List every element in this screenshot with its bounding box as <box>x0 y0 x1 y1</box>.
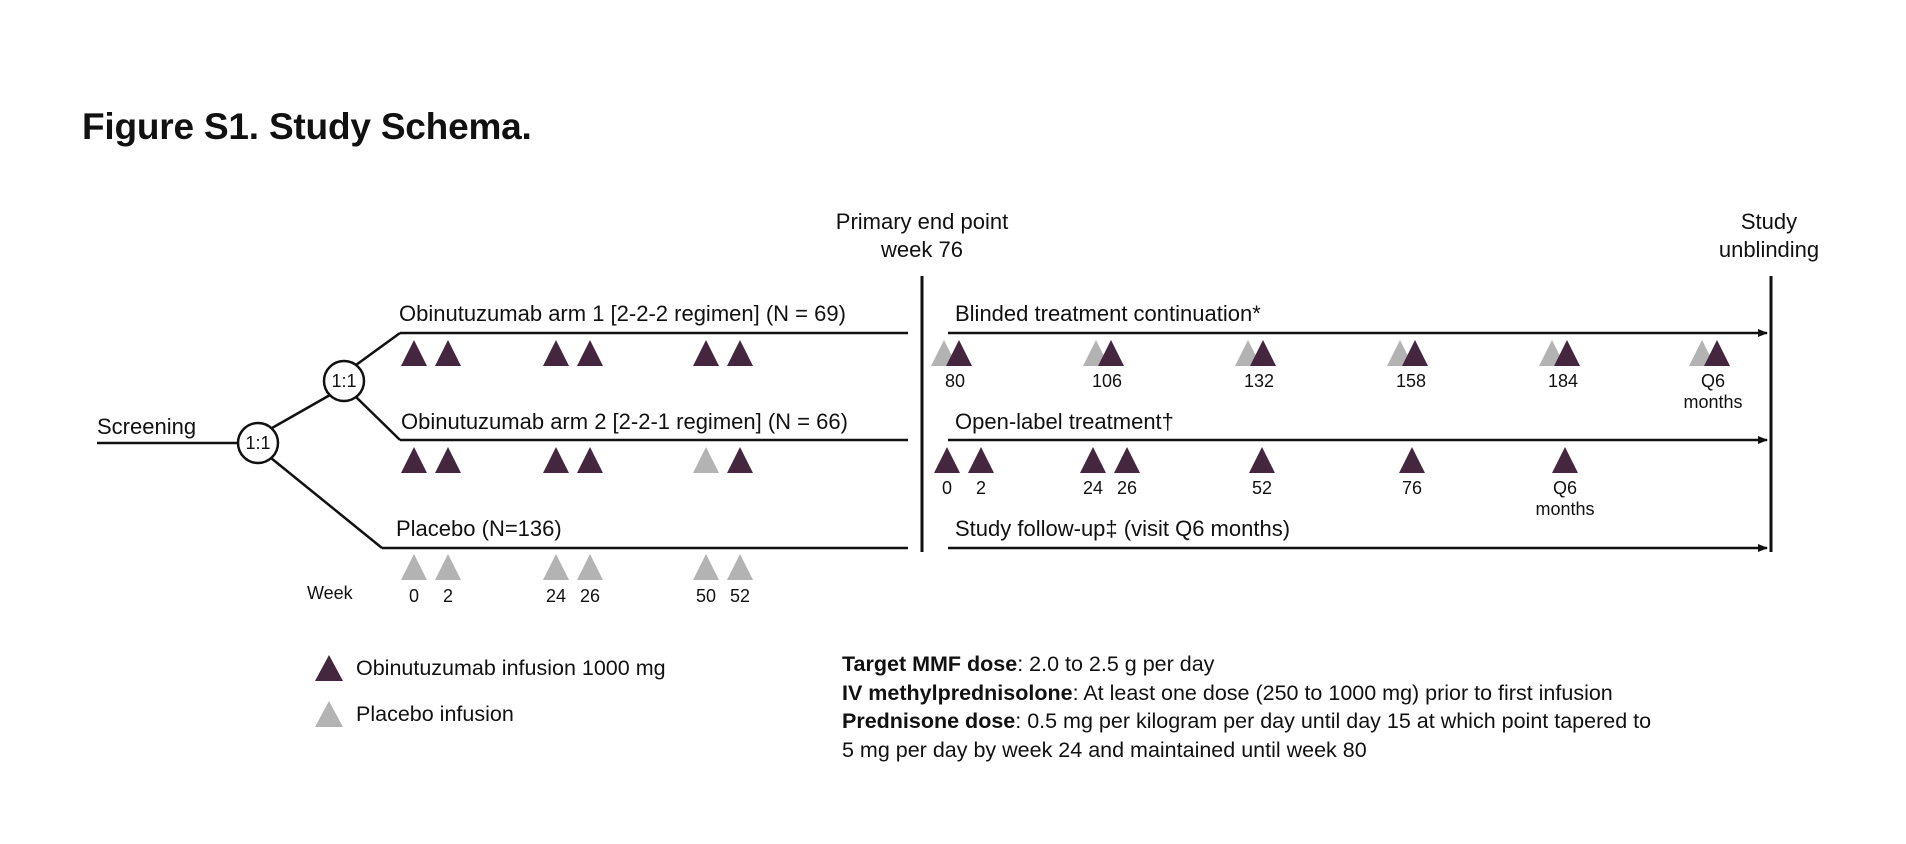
note-mmf-text: : 2.0 to 2.5 g per day <box>1017 652 1215 676</box>
visit-week-label: 106 <box>1092 371 1122 391</box>
obinutuzumab-triangle-icon <box>315 655 343 681</box>
legend: Obinutuzumab infusion 1000 mg Placebo in… <box>314 652 666 744</box>
visit-week-label: Q6 <box>1701 371 1725 391</box>
note-prednisone: Prednisone dose: 0.5 mg per kilogram per… <box>842 707 1651 736</box>
placebo-triangle-shape <box>315 701 343 727</box>
obinutuzumab-infusion-marker <box>1552 447 1578 473</box>
week-tick-label: 24 <box>546 586 566 606</box>
infusion-marker <box>543 554 569 580</box>
note-prednisone-cont-text: 5 mg per day by week 24 and maintained u… <box>842 737 1367 762</box>
visit-week-label: 24 <box>1083 478 1103 498</box>
arm1-label: Obinutuzumab arm 1 [2-2-2 regimen] (N = … <box>399 301 846 326</box>
week-tick-label: 26 <box>580 586 600 606</box>
obinutuzumab-infusion-marker <box>968 447 994 473</box>
primary-endpoint-label-line1: Primary end point <box>836 209 1008 234</box>
infusion-marker <box>693 554 719 580</box>
infusion-marker <box>727 340 753 366</box>
note-prednisone-bold: Prednisone dose <box>842 709 1016 733</box>
unblinding-label-line1: Study <box>1741 209 1797 234</box>
branch-placebo <box>270 457 383 549</box>
visit-week-label: Q6 <box>1553 478 1577 498</box>
visit-week-label: 2 <box>976 478 986 498</box>
infusion-marker <box>435 554 461 580</box>
randomization-ratio-1: 1:1 <box>245 433 270 453</box>
follow-up-label: Study follow-up‡ (visit Q6 months) <box>955 516 1290 541</box>
infusion-marker <box>693 340 719 366</box>
infusion-marker <box>401 447 427 473</box>
primary-endpoint-label-line2: week 76 <box>880 237 963 262</box>
infusion-marker <box>543 340 569 366</box>
visit-week-label-unit: months <box>1535 499 1594 519</box>
obinutuzumab-infusion-marker <box>934 447 960 473</box>
infusion-marker <box>435 447 461 473</box>
branch-arm2 <box>355 396 401 441</box>
note-prednisone-text: : 0.5 mg per kilogram per day until day … <box>1015 709 1652 733</box>
visit-week-label: 26 <box>1117 478 1137 498</box>
obinutuzumab-triangle-shape <box>315 655 343 681</box>
randomization-ratio-2: 1:1 <box>331 371 356 391</box>
unblinding-label-line2: unblinding <box>1719 237 1819 262</box>
infusion-marker <box>401 340 427 366</box>
legend-item-placebo: Placebo infusion <box>314 698 666 730</box>
obinutuzumab-infusion-marker <box>1402 340 1428 366</box>
arm2-label: Obinutuzumab arm 2 [2-2-1 regimen] (N = … <box>401 409 848 434</box>
randomization-node-1 <box>236 421 280 465</box>
visit-week-label: 158 <box>1396 371 1426 391</box>
visit-week-label: 184 <box>1548 371 1578 391</box>
week-label: Week <box>307 583 354 603</box>
legend-label-placebo: Placebo infusion <box>356 701 514 726</box>
legend-label-obinutuzumab: Obinutuzumab infusion 1000 mg <box>356 655 666 680</box>
legend-item-obinutuzumab: Obinutuzumab infusion 1000 mg <box>314 652 666 684</box>
screening-label: Screening <box>97 414 196 439</box>
blinded-continuation-label: Blinded treatment continuation* <box>955 301 1261 326</box>
week-tick-label: 2 <box>443 586 453 606</box>
visit-week-label: 132 <box>1244 371 1274 391</box>
obinutuzumab-infusion-marker <box>1080 447 1106 473</box>
infusion-marker <box>577 447 603 473</box>
infusion-marker <box>435 340 461 366</box>
note-methylprednisolone: IV methylprednisolone: At least one dose… <box>842 679 1651 708</box>
obinutuzumab-infusion-marker <box>1114 447 1140 473</box>
obinutuzumab-infusion-marker <box>1554 340 1580 366</box>
dosing-notes: Target MMF dose: 2.0 to 2.5 g per day IV… <box>842 650 1651 764</box>
week-tick-label: 52 <box>730 586 750 606</box>
obinutuzumab-infusion-marker <box>946 340 972 366</box>
infusion-marker <box>727 554 753 580</box>
infusion-marker <box>577 340 603 366</box>
infusion-marker <box>693 447 719 473</box>
infusion-marker <box>543 447 569 473</box>
visit-week-label: 76 <box>1402 478 1422 498</box>
visit-week-label: 52 <box>1252 478 1272 498</box>
obinutuzumab-infusion-marker <box>1704 340 1730 366</box>
infusion-marker <box>401 554 427 580</box>
note-mmf-bold: Target MMF dose <box>842 652 1018 676</box>
visit-week-label: 80 <box>945 371 965 391</box>
week-tick-label: 0 <box>409 586 419 606</box>
infusion-marker <box>727 447 753 473</box>
note-methylprednisolone-bold: IV methylprednisolone <box>842 680 1073 705</box>
infusion-marker <box>577 554 603 580</box>
note-methylprednisolone-text: : At least one dose (250 to 1000 mg) pri… <box>1072 680 1613 705</box>
branch-upper <box>271 393 331 430</box>
placebo-arm-label: Placebo (N=136) <box>396 516 562 541</box>
week-tick-label: 50 <box>696 586 716 606</box>
obinutuzumab-infusion-marker <box>1250 340 1276 366</box>
randomization-node-2 <box>322 359 366 403</box>
open-label-treatment-label: Open-label treatment† <box>955 409 1174 434</box>
note-mmf: Target MMF dose: 2.0 to 2.5 g per day <box>842 650 1651 679</box>
figure-title: Figure S1. Study Schema. <box>82 106 532 147</box>
obinutuzumab-infusion-marker <box>1399 447 1425 473</box>
obinutuzumab-infusion-marker <box>1249 447 1275 473</box>
visit-week-label-unit: months <box>1683 392 1742 412</box>
visit-week-label: 0 <box>942 478 952 498</box>
placebo-triangle-icon <box>315 701 343 727</box>
obinutuzumab-infusion-marker <box>1098 340 1124 366</box>
branch-arm1 <box>355 331 401 367</box>
note-prednisone-cont: 5 mg per day by week 24 and maintained u… <box>842 736 1651 765</box>
